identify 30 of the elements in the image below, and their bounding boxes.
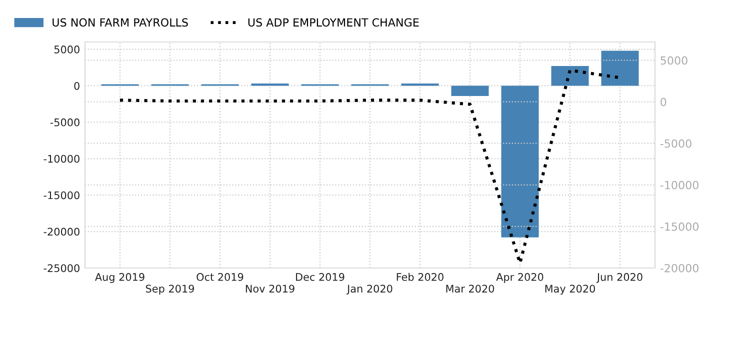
x-tick-label: Oct 2019 <box>196 273 244 281</box>
y2-tick-label: 0 <box>660 98 666 106</box>
y-tick-label: 0 <box>74 82 80 90</box>
x-tick-label: Aug 2019 <box>95 273 144 283</box>
y2-tick-label: -10000 <box>660 180 698 190</box>
x-tick-label: Apr 2020 <box>496 273 544 283</box>
bar <box>601 50 639 86</box>
y2-tick-label: -5000 <box>660 139 692 148</box>
y-tick-label: -15000 <box>44 191 80 200</box>
y2-tick-label: -20000 <box>660 264 698 272</box>
y2-tick-label: 5000 <box>660 56 688 65</box>
x-tick-label: Nov 2019 <box>246 284 294 293</box>
bar <box>451 86 489 96</box>
y-tick-label: -20000 <box>44 228 80 236</box>
x-tick-label: Mar 2020 <box>446 284 494 293</box>
x-tick-label: Jun 2020 <box>596 273 642 283</box>
legend-label: US ADP EMPLOYMENT CHANGE <box>248 18 419 27</box>
x-tick-label: Jan 2020 <box>346 284 392 295</box>
y-tick-label: -10000 <box>44 154 80 163</box>
y-tick-label: -25000 <box>44 264 80 272</box>
y-tick-label: -5000 <box>50 118 80 126</box>
x-tick-label: Dec 2019 <box>296 273 344 281</box>
x-tick-label: Feb 2020 <box>396 272 444 281</box>
y-tick-label: 5000 <box>54 46 80 54</box>
y2-tick-label: -15000 <box>660 222 698 231</box>
x-tick-label: Sep 2019 <box>146 284 194 295</box>
bar <box>501 86 539 238</box>
bar <box>551 66 589 86</box>
x-tick-label: May 2020 <box>545 284 595 295</box>
legend-label: US NON FARM PAYROLLS <box>52 18 188 27</box>
